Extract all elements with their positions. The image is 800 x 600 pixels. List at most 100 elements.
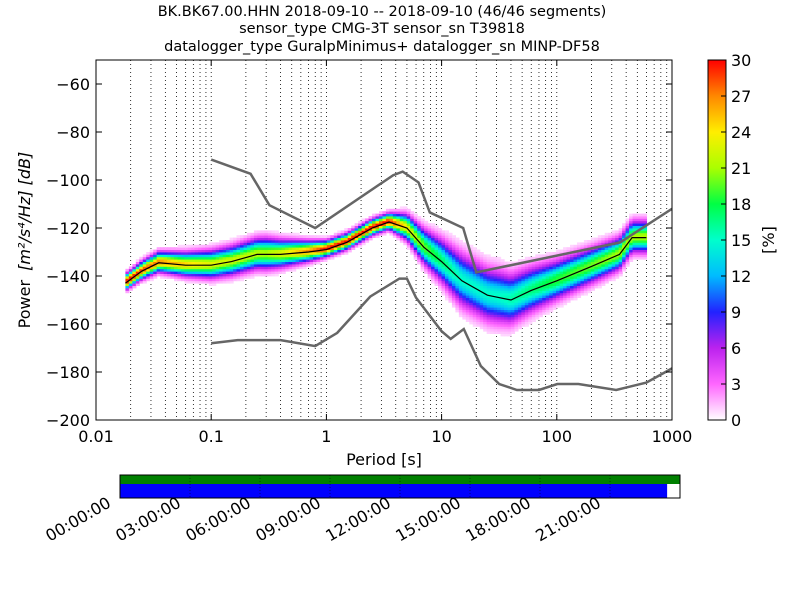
heatmap-cell	[622, 228, 627, 231]
heatmap-cell	[267, 273, 272, 277]
heatmap-cell	[444, 295, 450, 298]
heatmap-cell	[302, 256, 307, 260]
heatmap-cell	[476, 314, 481, 318]
heatmap-cell	[615, 264, 620, 267]
heatmap-cell	[639, 216, 644, 219]
heatmap-cell	[288, 266, 293, 270]
heatmap-cell	[201, 266, 206, 270]
heatmap-cell	[187, 247, 193, 250]
heatmap-cell	[288, 240, 293, 243]
heatmap-cell	[149, 268, 154, 272]
heatmap-cell	[559, 295, 564, 298]
heatmap-cell	[420, 220, 425, 224]
heatmap-cell	[358, 225, 363, 229]
heatmap-cell	[316, 242, 321, 246]
heatmap-cell	[500, 297, 505, 301]
colorbar-tick-label: 21	[731, 159, 751, 178]
heatmap-cell	[160, 268, 165, 272]
heatmap-cell	[458, 242, 463, 246]
heatmap-cell	[351, 232, 356, 236]
heatmap-cell	[438, 237, 443, 241]
heatmap-cell	[306, 264, 311, 267]
heatmap-cell	[288, 268, 293, 272]
heatmap-cell	[597, 283, 602, 286]
heatmap-cell	[451, 242, 456, 246]
heatmap-cell	[431, 240, 436, 243]
heatmap-cell	[500, 300, 505, 303]
heatmap-cell	[236, 247, 241, 250]
heatmap-cell	[146, 254, 151, 258]
heatmap-cell	[215, 254, 220, 258]
heatmap-cell	[549, 264, 554, 267]
heatmap-cell	[542, 278, 547, 282]
heatmap-cell	[250, 276, 255, 279]
heatmap-cell	[559, 285, 564, 289]
heatmap-cell	[236, 242, 241, 246]
heatmap-cell	[528, 297, 533, 301]
heatmap-cell	[427, 247, 432, 250]
heatmap-cell	[184, 268, 189, 272]
heatmap-cell	[351, 230, 356, 234]
heatmap-cell	[295, 242, 300, 246]
heatmap-cell	[434, 259, 439, 262]
heatmap-cell	[455, 283, 460, 286]
heatmap-cell	[472, 312, 477, 315]
heatmap-cell	[531, 312, 536, 315]
heatmap-cell	[549, 252, 554, 255]
heatmap-cell	[563, 254, 568, 258]
heatmap-cell	[493, 304, 498, 308]
heatmap-cell	[160, 259, 165, 262]
heatmap-cell	[528, 304, 533, 308]
heatmap-cell	[281, 252, 286, 255]
coverage-timeline: 00:00:0003:00:0006:00:0009:00:0012:00:00…	[42, 474, 681, 545]
heatmap-cell	[198, 261, 203, 265]
heatmap-cell	[583, 259, 588, 262]
heatmap-cell	[306, 256, 311, 260]
heatmap-cell	[198, 247, 203, 250]
heatmap-cell	[472, 249, 477, 253]
heatmap-cell	[549, 304, 554, 308]
heatmap-cell	[632, 237, 637, 241]
heatmap-cell	[625, 264, 630, 267]
heatmap-cell	[531, 292, 536, 296]
heatmap-cell	[556, 290, 561, 294]
heatmap-cell	[229, 271, 234, 274]
heatmap-cell	[507, 309, 512, 313]
heatmap-cell	[469, 276, 474, 279]
figure-title: BK.BK67.00.HHN 2018-09-10 -- 2018-09-10 …	[158, 4, 607, 55]
heatmap-cell	[493, 312, 498, 315]
heatmap-cell	[212, 249, 217, 253]
heatmap-cell	[198, 268, 203, 272]
heatmap-cell	[264, 252, 269, 255]
heatmap-cell	[424, 232, 429, 236]
heatmap-cell	[424, 242, 429, 246]
heatmap-cell	[583, 249, 588, 253]
heatmap-cell	[563, 290, 568, 294]
heatmap-cell	[413, 225, 418, 229]
heatmap-cell	[573, 247, 578, 250]
heatmap-cell	[441, 247, 446, 250]
heatmap-cell	[455, 256, 460, 260]
heatmap-cell	[507, 268, 512, 272]
heatmap-cell	[330, 244, 335, 248]
heatmap-cell	[219, 278, 224, 282]
heatmap-cell	[135, 283, 140, 286]
heatmap-cell	[233, 264, 238, 267]
heatmap-cell	[510, 312, 516, 315]
heatmap-cell	[514, 307, 519, 310]
heatmap-cell	[479, 302, 484, 306]
heatmap-cell	[531, 264, 536, 267]
heatmap-cell	[587, 288, 592, 291]
heatmap-cell	[458, 256, 463, 260]
heatmap-cell	[264, 268, 269, 272]
heatmap-cell	[465, 312, 470, 315]
heatmap-cell	[483, 304, 488, 308]
heatmap-cell	[240, 266, 245, 270]
heatmap-cell	[545, 285, 550, 289]
heatmap-cell	[142, 278, 147, 282]
heatmap-cell	[583, 292, 588, 296]
heatmap-cell	[139, 256, 144, 260]
heatmap-cell	[257, 254, 262, 258]
heatmap-cell	[594, 237, 599, 241]
